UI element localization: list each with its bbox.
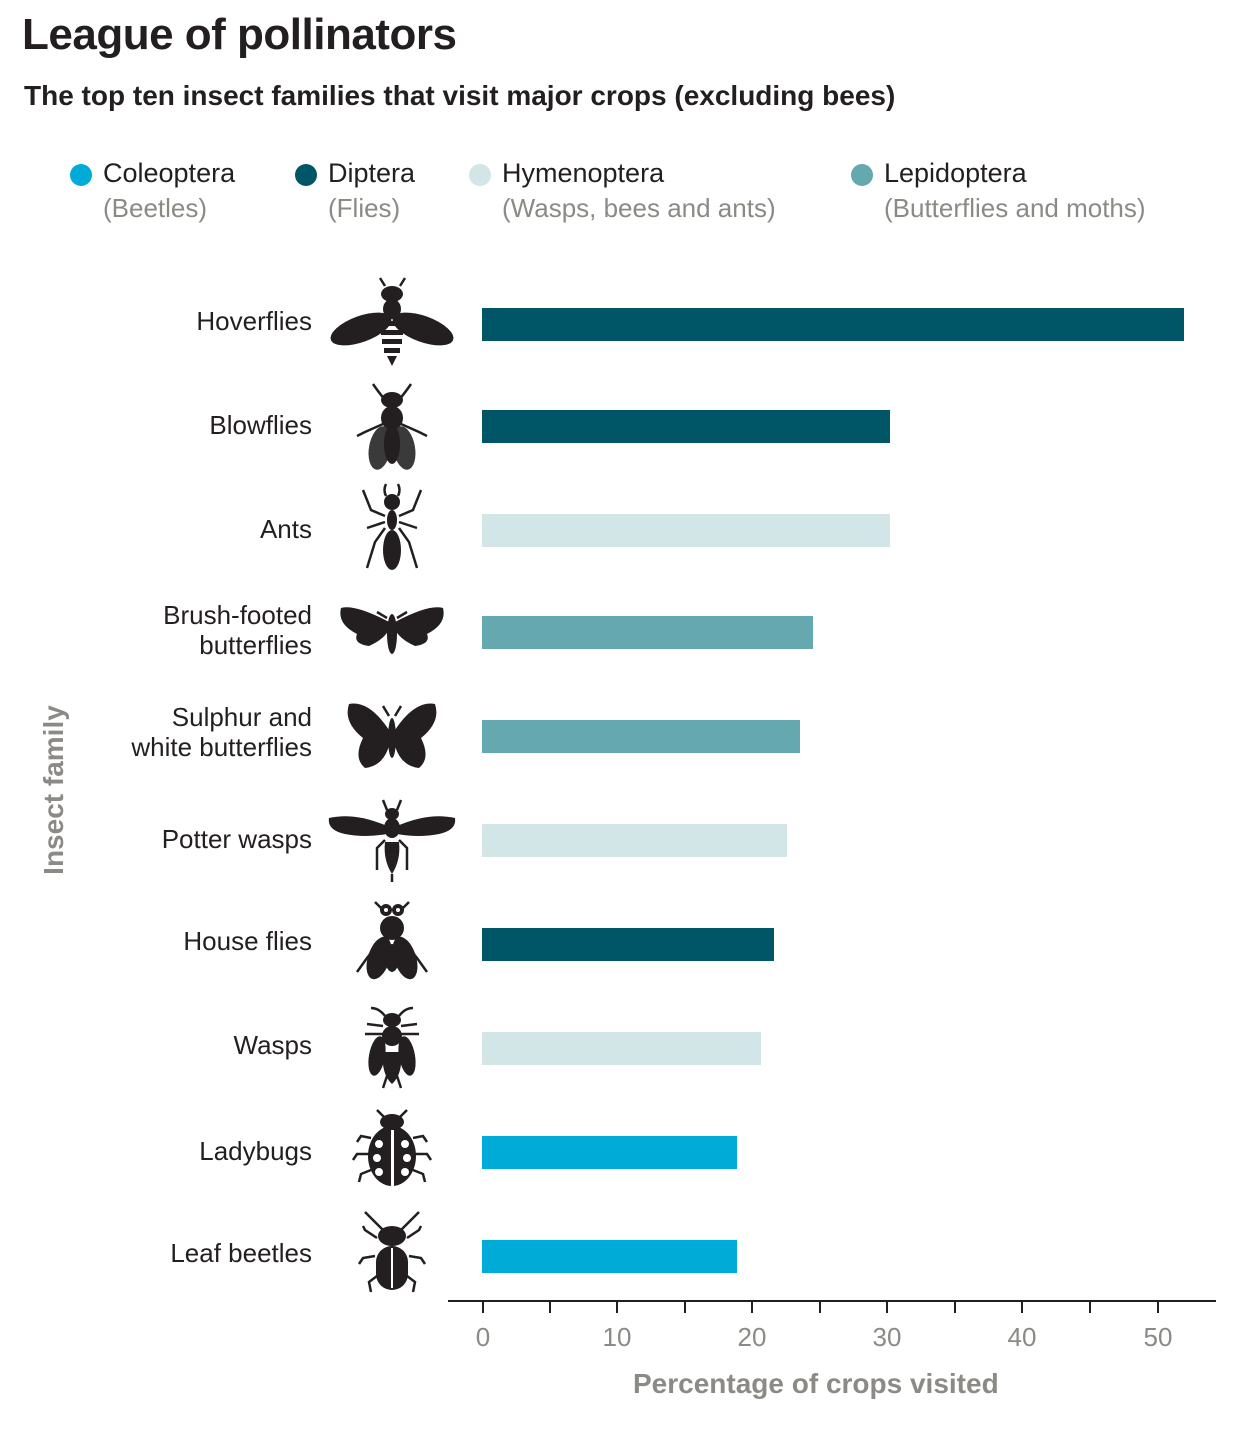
hoverfly-icon [330,277,454,366]
x-tick [482,1301,484,1313]
x-tick-label: 20 [737,1322,767,1352]
house-fly-icon [355,901,429,980]
ant-icon [361,483,423,570]
legend-sublabel: (Wasps, bees and ants) [502,193,776,223]
legend-dot-icon [295,164,317,186]
potter-wasp-icon [328,799,456,882]
leaf-beetle-icon [357,1211,427,1293]
legend-label: Coleoptera [103,158,236,188]
ladybug-icon [351,1109,433,1186]
bar-house-flies [482,928,774,961]
x-axis-line [448,1300,1216,1302]
legend-sublabel: (Beetles) [103,193,208,223]
x-tick [886,1301,888,1313]
chart-title: League of pollinators [22,10,457,59]
x-tick [616,1301,618,1313]
x-tick [549,1301,551,1313]
x-tick-label: 0 [475,1322,491,1352]
bar-row: Hoverflies [0,274,1250,374]
chart-subtitle: The top ten insect families that visit m… [24,80,896,111]
row-label: Ants [259,514,312,544]
legend-dot-icon [851,164,873,186]
row-label: Hoverflies [196,306,312,336]
legend-sublabel: (Flies) [328,193,401,223]
x-tick-label: 40 [1007,1322,1037,1352]
x-tick-label: 50 [1143,1322,1173,1352]
bar-ladybugs [482,1136,737,1169]
legend-dot-icon [469,164,491,186]
bar-row: House flies [0,894,1250,994]
bar-ants [482,514,890,547]
x-tick-label: 10 [602,1322,632,1352]
bar-potter-wasps [482,824,787,857]
bar-row: Wasps [0,998,1250,1098]
x-tick [819,1301,821,1313]
blowfly-icon [356,383,428,470]
wasp-icon [365,1006,419,1089]
legend-label: Diptera [328,158,416,188]
bar-hoverflies [482,308,1184,341]
legend-dot-icon [70,164,92,186]
bar-sulphur-and-white-butterflies [482,720,800,753]
bar-row: Leaf beetles [0,1206,1250,1306]
bar-row: Sulphur and white butterflies [0,686,1250,786]
x-tick [684,1301,686,1313]
legend-label: Hymenoptera [502,158,665,188]
x-tick [1089,1301,1091,1313]
row-label: Potter wasps [161,824,312,854]
bar-row: Blowflies [0,376,1250,476]
x-axis-title: Percentage of crops visited [633,1368,999,1399]
legend-label: Lepidoptera [884,158,1027,188]
bar-row: Ants [0,480,1250,580]
bar-brush-footed-butterflies [482,616,813,649]
x-tick [954,1301,956,1313]
bar-leaf-beetles [482,1240,737,1273]
row-label: Leaf beetles [170,1238,312,1268]
butterfly-icon [347,703,437,768]
x-tick [1021,1301,1023,1313]
moth-icon [340,607,444,654]
row-label: House flies [183,926,312,956]
row-label: Ladybugs [199,1136,312,1166]
row-label: Brush-footed butterflies [163,600,312,660]
x-tick [751,1301,753,1313]
bar-row: Brush-footed butterflies [0,582,1250,682]
legend-sublabel: (Butterflies and moths) [884,193,1146,223]
x-tick-label: 30 [872,1322,902,1352]
row-label: Wasps [233,1030,313,1060]
bar-row: Ladybugs [0,1104,1250,1204]
row-label: Blowflies [209,410,312,440]
row-label: Sulphur and white butterflies [131,702,312,762]
bar-blowflies [482,410,890,443]
x-tick [1157,1301,1159,1313]
bar-wasps [482,1032,761,1065]
bar-row: Potter wasps [0,790,1250,890]
